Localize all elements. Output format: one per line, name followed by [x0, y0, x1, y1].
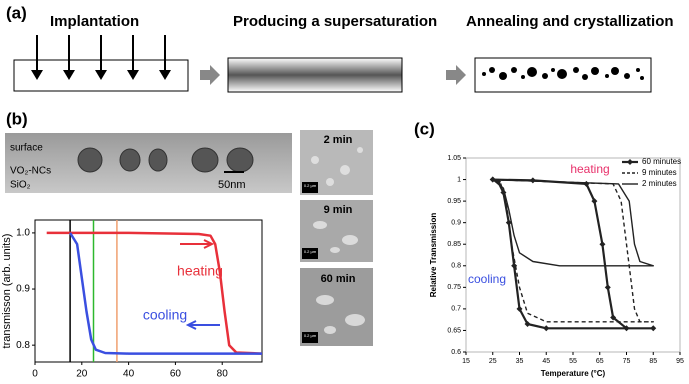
annotation-arrow	[185, 320, 220, 330]
y-axis-label: Relative Transmission	[429, 213, 438, 298]
tem-label: surface	[10, 143, 43, 154]
series-line	[69, 232, 262, 355]
marker	[591, 198, 598, 205]
x-tick-label: 40	[123, 369, 135, 380]
marker	[604, 284, 611, 291]
x-tick-label: 55	[569, 358, 577, 365]
x-tick-label: 20	[76, 369, 88, 380]
series-line	[492, 178, 654, 267]
marker	[505, 219, 512, 226]
plot-frame	[34, 219, 263, 363]
y-tick-label: 0.7	[451, 306, 461, 313]
marker	[516, 305, 523, 312]
process-arrow	[446, 65, 466, 85]
micro-scale: 0.2 µm	[304, 183, 317, 188]
panel-label: (c)	[414, 119, 435, 138]
tem-particles	[77, 147, 254, 173]
micrographs	[300, 130, 373, 346]
y-tick-label: 0.95	[447, 198, 461, 205]
x-tick-label: 80	[217, 369, 229, 380]
process-arrow	[200, 65, 220, 85]
marker	[610, 314, 617, 321]
x-tick-label: 45	[542, 358, 550, 365]
y-tick-label: 0.9	[16, 284, 30, 295]
x-tick-label: 75	[623, 358, 631, 365]
micro-scale: 0.2 µm	[304, 333, 317, 338]
panel-label: (b)	[6, 109, 28, 128]
x-tick-label: 95	[676, 358, 684, 365]
y-tick-label: 0.85	[447, 241, 461, 248]
legend-marker	[627, 159, 633, 165]
y-tick-label: 0.8	[16, 340, 30, 351]
x-tick-label: 60	[170, 369, 182, 380]
y-tick-label: 0.9	[451, 220, 461, 227]
x-tick-label: 25	[489, 358, 497, 365]
supersaturated-layer	[227, 57, 403, 93]
annotation-arrow	[180, 239, 215, 249]
x-tick-label: 85	[649, 358, 657, 365]
annotation: cooling	[468, 272, 506, 286]
y-tick-label: 1	[457, 176, 461, 183]
y-axis-label: transmisson (arb. units)	[1, 234, 13, 349]
y-tick-label: 0.6	[451, 349, 461, 356]
legend-label: 60 minutes	[642, 157, 681, 166]
y-tick-label: 1.05	[447, 155, 461, 162]
marker	[623, 325, 630, 332]
legend-label: 2 minutes	[642, 179, 677, 188]
series-line	[492, 178, 654, 323]
panel-label: (a)	[6, 3, 27, 22]
annotation: heating	[177, 263, 223, 279]
tem-label: SiO₂	[10, 180, 31, 191]
marker	[650, 325, 657, 332]
scale-bar-label: 50nm	[218, 179, 246, 191]
y-tick-label: 0.8	[451, 263, 461, 270]
step-title: Annealing and crystallization	[466, 13, 674, 30]
marker	[599, 241, 606, 248]
step-title: Implantation	[50, 13, 139, 30]
y-tick-label: 0.65	[447, 327, 461, 334]
annotation: cooling	[143, 307, 187, 323]
x-tick-label: 0	[32, 369, 38, 380]
arrow-heads	[31, 70, 171, 80]
micrograph-label: 2 min	[324, 134, 353, 146]
ion-arrows	[36, 35, 166, 74]
nanocrystals	[482, 67, 644, 80]
y-tick-label: 0.75	[447, 284, 461, 291]
series-line	[46, 231, 263, 355]
x-axis-label: Temperature (°C)	[541, 369, 606, 378]
micro-scale: 0.2 µm	[304, 249, 317, 254]
micrograph-label: 9 min	[324, 204, 353, 216]
x-tick-label: 35	[516, 358, 524, 365]
marker	[524, 320, 531, 327]
x-tick-label: 65	[596, 358, 604, 365]
y-tick-label: 1.0	[16, 228, 30, 239]
legend-label: 9 minutes	[642, 168, 677, 177]
annotation: heating	[570, 162, 609, 176]
marker	[543, 325, 550, 332]
step-title: Producing a supersaturation	[233, 13, 437, 30]
x-tick-label: 15	[462, 358, 470, 365]
tem-label: VO₂-NCs	[10, 166, 51, 177]
micrograph-label: 60 min	[321, 273, 356, 285]
